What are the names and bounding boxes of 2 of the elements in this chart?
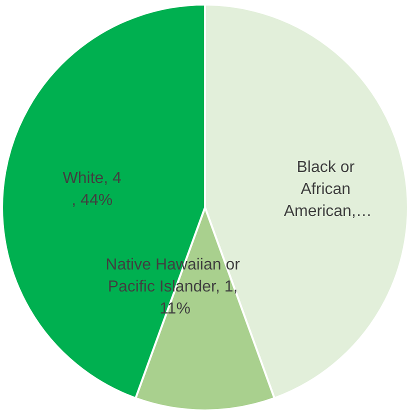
slice-label: Black or African American,… (284, 158, 372, 220)
slice-label: White, 4, 44% (62, 170, 122, 209)
